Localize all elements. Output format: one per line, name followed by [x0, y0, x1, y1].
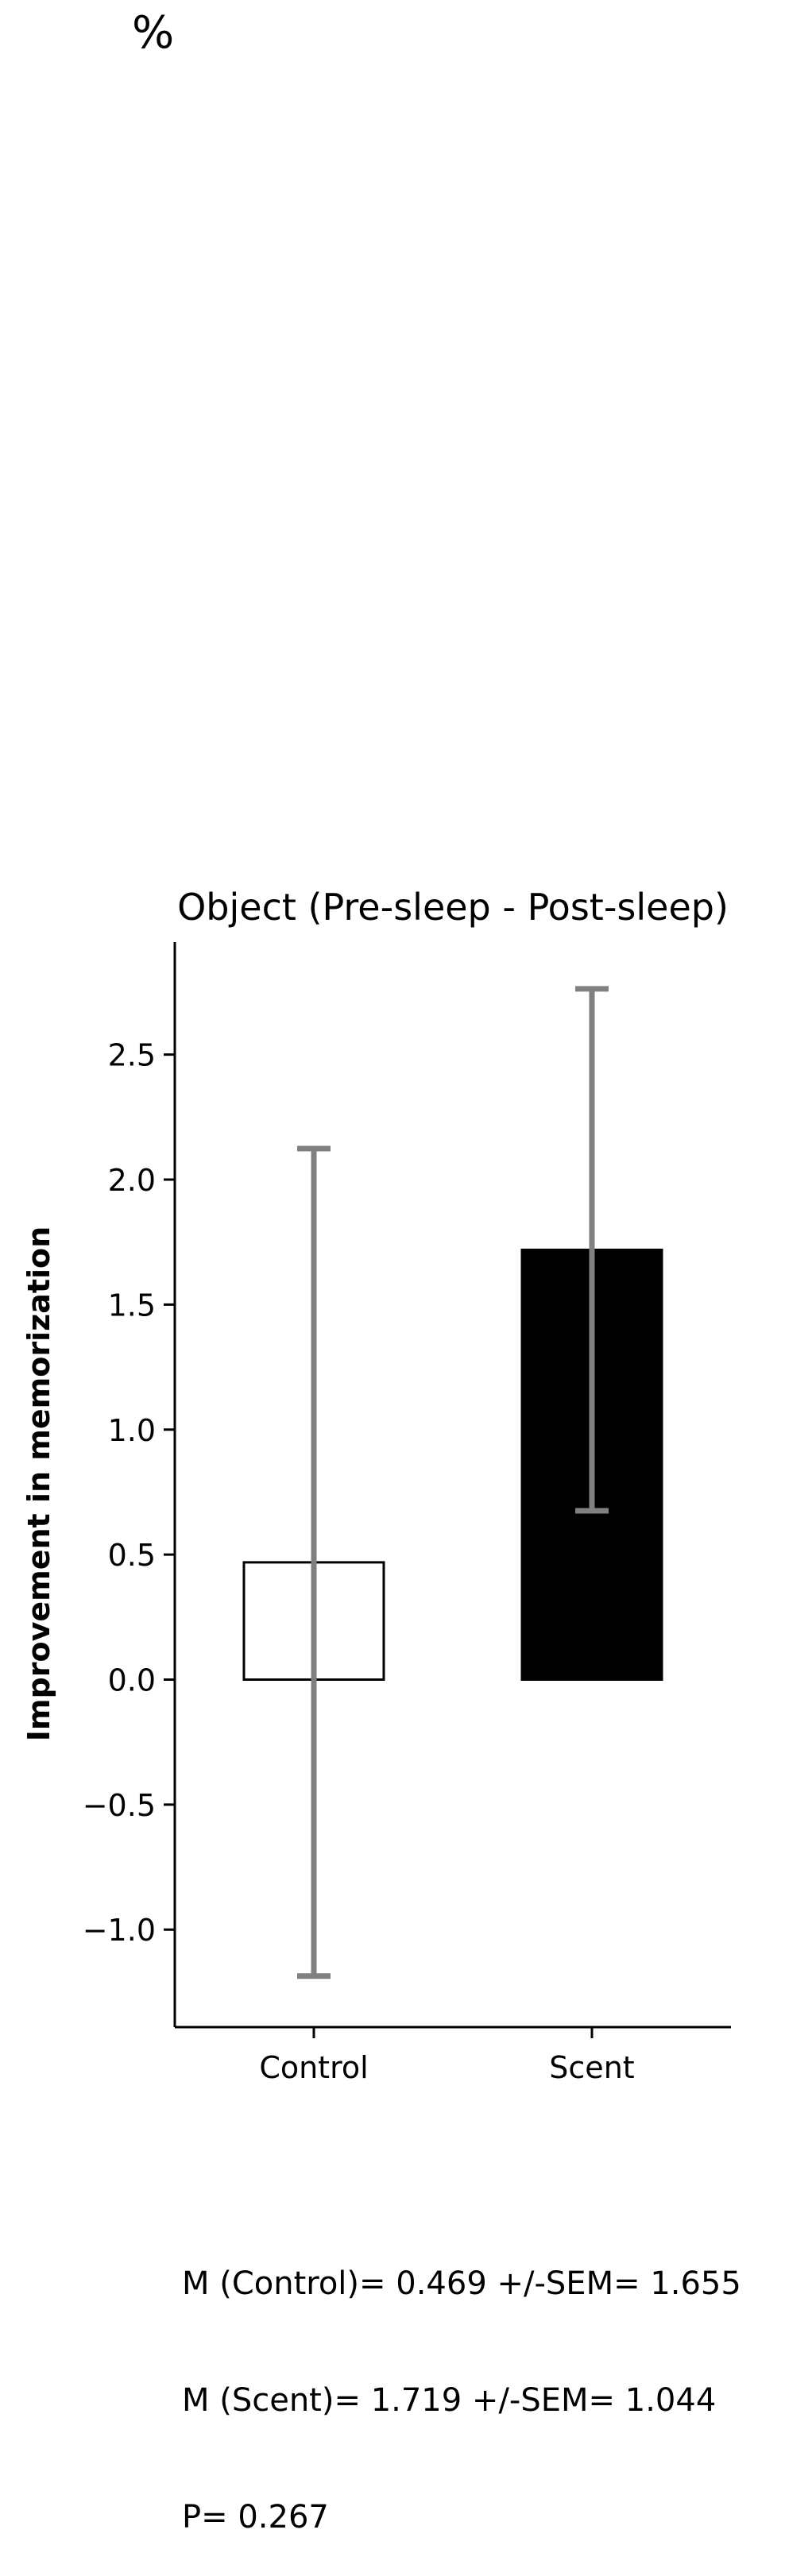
stats-summary: M (Control)= 0.469 +/-SEM= 1.655 M (Scen…: [182, 2187, 741, 2576]
y-tick-label: −1.0: [83, 1913, 156, 1948]
chart-title: Object (Pre-sleep - Post-sleep): [177, 886, 729, 929]
corner-percent-text: %: [132, 7, 175, 59]
y-tick-label: 0.0: [108, 1663, 156, 1698]
y-tick-label: 2.5: [108, 1038, 156, 1073]
y-tick-label: −0.5: [83, 1788, 156, 1823]
stats-scent-line: M (Scent)= 1.719 +/-SEM= 1.044: [182, 2382, 717, 2419]
stats-p-value-line: P= 0.267: [182, 2499, 329, 2535]
y-axis-label: Improvement in memorization: [21, 1226, 56, 1741]
bar-chart: Object (Pre-sleep - Post-sleep) −1.0 −0.5 0…: [21, 886, 731, 2085]
y-tick-label: 0.5: [108, 1538, 156, 1573]
y-tick-label: 2.0: [108, 1163, 156, 1198]
stats-control-line: M (Control)= 0.469 +/-SEM= 1.655: [182, 2265, 741, 2302]
y-tick-label: 1.5: [108, 1288, 156, 1323]
x-tick-label: Scent: [549, 2050, 634, 2085]
y-tick-label: 1.0: [108, 1413, 156, 1448]
x-tick-label: Control: [259, 2050, 368, 2085]
